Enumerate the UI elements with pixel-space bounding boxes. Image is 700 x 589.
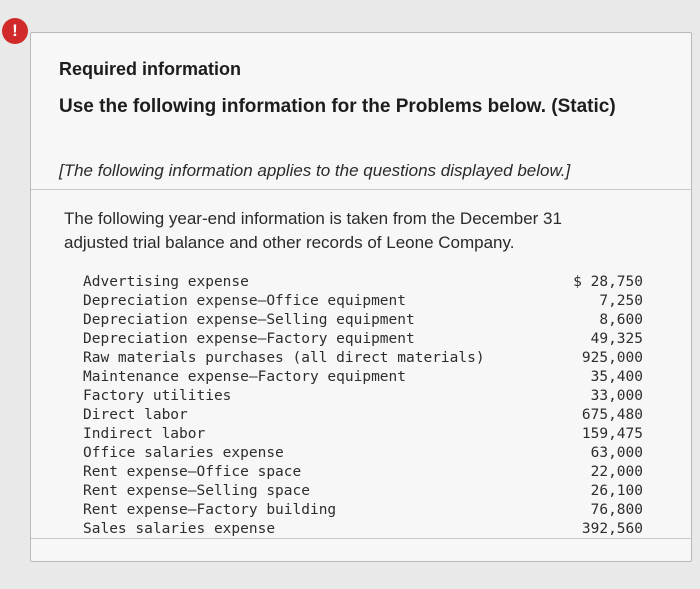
row-label: Office salaries expense bbox=[83, 445, 284, 461]
row-value: 33,000 bbox=[590, 388, 643, 404]
row-label: Rent expense—Factory building bbox=[83, 502, 337, 518]
row-value: 49,325 bbox=[590, 331, 643, 347]
table-row: Depreciation expense—Office equipment 7,2… bbox=[83, 292, 643, 311]
row-value: 8,600 bbox=[599, 312, 643, 328]
row-value: 26,100 bbox=[590, 483, 643, 499]
table-row: Raw materials purchases (all direct mate… bbox=[83, 349, 643, 368]
row-value: 675,480 bbox=[581, 407, 643, 423]
table-row: Indirect labor 159,475 bbox=[83, 425, 643, 444]
row-label: Rent expense—Office space bbox=[83, 464, 302, 480]
row-value: 35,400 bbox=[590, 369, 643, 385]
row-label: Rent expense—Selling space bbox=[83, 483, 310, 499]
problem-heading: Use the following information for the Pr… bbox=[59, 96, 616, 117]
info-note: [The following information applies to th… bbox=[59, 161, 571, 180]
row-value: 392,560 bbox=[581, 521, 643, 537]
table-row: Office salaries expense 63,000 bbox=[83, 444, 643, 463]
table-row: Depreciation expense—Factory equipment 49… bbox=[83, 330, 643, 349]
row-value: 7,250 bbox=[599, 293, 643, 309]
row-label: Maintenance expense—Factory equipment bbox=[83, 369, 407, 385]
table-row: Advertising expense $ 28,750 bbox=[83, 273, 643, 292]
row-value: 925,000 bbox=[581, 350, 643, 366]
row-label: Indirect labor bbox=[83, 426, 206, 442]
bottom-divider bbox=[31, 538, 691, 539]
row-label: Sales salaries expense bbox=[83, 521, 276, 537]
trial-balance-table: Advertising expense $ 28,750 Depreciation… bbox=[83, 273, 643, 539]
row-label: Factory utilities bbox=[83, 388, 232, 404]
row-value: 159,475 bbox=[581, 426, 643, 442]
table-row: Depreciation expense—Selling equipment 8,… bbox=[83, 311, 643, 330]
table-row: Factory utilities 33,000 bbox=[83, 387, 643, 406]
table-row: Maintenance expense—Factory equipment 35,… bbox=[83, 368, 643, 387]
divider bbox=[31, 189, 691, 190]
table-row: Rent expense—Selling space 26,100 bbox=[83, 482, 643, 501]
info-card: Required information Use the following i… bbox=[30, 32, 692, 562]
row-value: 22,000 bbox=[590, 464, 643, 480]
required-info-title: Required information bbox=[59, 59, 242, 79]
row-label: Direct labor bbox=[83, 407, 188, 423]
row-label: Raw materials purchases (all direct mate… bbox=[83, 350, 485, 366]
row-label: Advertising expense bbox=[83, 274, 249, 290]
row-label: Depreciation expense—Selling equipment bbox=[83, 312, 415, 328]
row-value: 63,000 bbox=[590, 445, 643, 461]
table-row: Direct labor 675,480 bbox=[83, 406, 643, 425]
row-value: $ 28,750 bbox=[573, 274, 643, 290]
row-label: Depreciation expense—Office equipment bbox=[83, 293, 407, 309]
table-row: Rent expense—Office space 22,000 bbox=[83, 463, 643, 482]
table-row: Sales salaries expense 392,560 bbox=[83, 520, 643, 539]
table-row: Rent expense—Factory building 76,800 bbox=[83, 501, 643, 520]
intro-text: The following year-end information is ta… bbox=[64, 209, 562, 252]
alert-icon: ! bbox=[2, 18, 28, 44]
row-label: Depreciation expense—Factory equipment bbox=[83, 331, 415, 347]
row-value: 76,800 bbox=[590, 502, 643, 518]
